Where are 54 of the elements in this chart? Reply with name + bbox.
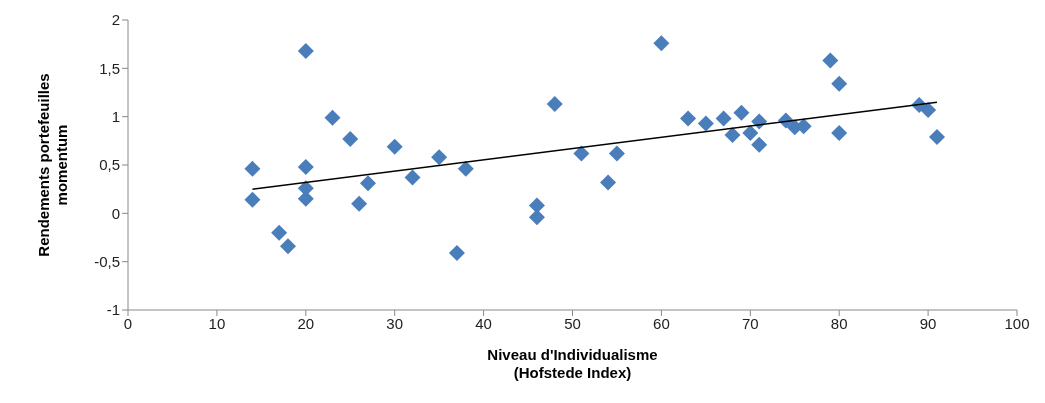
point	[448, 244, 465, 261]
point	[920, 101, 937, 118]
point	[297, 158, 314, 175]
x-tick-label: 60	[653, 314, 670, 332]
point	[742, 125, 759, 142]
point	[831, 125, 848, 142]
y-tick-label: 0	[111, 204, 120, 222]
point	[280, 238, 297, 255]
point	[271, 224, 288, 241]
point	[528, 209, 545, 226]
point	[244, 160, 261, 177]
y-tick-label: 0,5	[99, 156, 120, 174]
y-tick-label: -0,5	[94, 252, 120, 270]
x-tick-label: 100	[1004, 314, 1030, 332]
x-tick-label: 90	[919, 314, 937, 332]
point	[297, 42, 314, 59]
x-tick-label: 20	[297, 314, 315, 332]
point	[351, 195, 368, 212]
y-tick-label: 1,5	[99, 59, 120, 77]
point	[600, 174, 617, 191]
point	[324, 109, 341, 126]
point	[724, 127, 741, 144]
point	[244, 191, 261, 208]
x-tick-label: 50	[564, 314, 581, 332]
x-tick-label: 30	[386, 314, 404, 332]
point	[546, 96, 563, 113]
point	[697, 115, 714, 132]
x-tick-label: 40	[475, 314, 492, 332]
point	[386, 138, 403, 155]
x-tick-label: 70	[741, 314, 759, 332]
point	[573, 145, 590, 162]
point	[528, 197, 545, 214]
point	[431, 149, 448, 166]
y-axis-title: Rendements portefeuilles momentum	[35, 73, 70, 257]
point	[831, 75, 848, 92]
point	[608, 145, 625, 162]
point	[404, 169, 421, 186]
y-tick-label: -1	[106, 301, 120, 319]
point	[680, 110, 697, 127]
point	[822, 52, 839, 69]
x-tick-label: 0	[123, 314, 133, 332]
point	[342, 130, 359, 147]
x-tick-label: 80	[830, 314, 848, 332]
x-tick-label: 10	[208, 314, 226, 332]
point	[360, 175, 377, 192]
point	[928, 128, 945, 145]
point	[733, 104, 750, 121]
point	[751, 136, 768, 153]
y-tick-label: 1	[111, 107, 120, 125]
y-tick-label: 2	[111, 11, 120, 29]
x-axis-title: Niveau d'Individualisme (Hofstede Index)	[487, 346, 658, 381]
point	[653, 35, 670, 52]
point	[715, 110, 732, 127]
point	[457, 160, 474, 177]
